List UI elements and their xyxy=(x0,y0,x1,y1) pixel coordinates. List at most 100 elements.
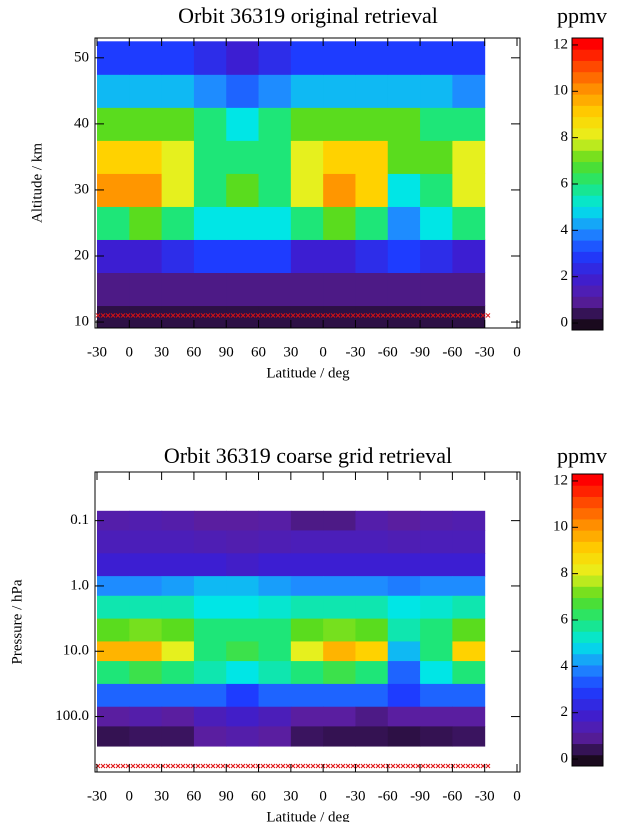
measurement-marker xyxy=(240,763,246,769)
colorbar-tick-label: 4 xyxy=(561,658,569,674)
y-axis-label: Pressure / hPa xyxy=(9,579,25,664)
heatmap-cell xyxy=(129,530,163,554)
colorbar-tick-label: 8 xyxy=(561,129,569,145)
heatmap-cell xyxy=(420,530,453,554)
heatmap-cell xyxy=(355,553,389,577)
measurement-marker xyxy=(290,313,296,318)
heatmap-cell xyxy=(161,239,195,274)
heatmap-cell xyxy=(129,641,163,662)
heatmap-cell xyxy=(258,553,292,577)
heatmap-cell xyxy=(97,706,130,727)
measurement-marker xyxy=(440,313,446,318)
heatmap-cell xyxy=(323,595,356,620)
measurement-marker xyxy=(360,313,366,318)
colorbar-band xyxy=(572,575,603,587)
heatmap-cell xyxy=(97,641,130,662)
heatmap-cell xyxy=(323,305,356,328)
y-tick-label: 50 xyxy=(74,49,89,65)
heatmap-cell xyxy=(97,618,130,642)
measurement-marker xyxy=(250,763,256,769)
heatmap-cell xyxy=(387,530,421,554)
heatmap-cell xyxy=(290,239,324,274)
colorbar-band xyxy=(572,552,603,565)
heatmap-cell xyxy=(355,618,389,642)
heatmap-cell xyxy=(452,305,486,328)
heatmap-cell xyxy=(258,74,292,108)
measurement-marker xyxy=(165,313,171,318)
colorbar-band xyxy=(572,687,603,700)
measurement-marker xyxy=(110,313,116,318)
heatmap-cell xyxy=(193,140,227,174)
colorbar-band xyxy=(572,217,603,230)
colorbar-band xyxy=(572,206,603,219)
heatmap-cell xyxy=(290,74,324,108)
heatmap-cell xyxy=(387,173,421,207)
measurement-marker xyxy=(340,313,346,318)
heatmap-cell xyxy=(258,641,292,662)
colorbar-band xyxy=(572,116,603,129)
measurement-marker xyxy=(180,313,186,318)
measurement-marker xyxy=(175,763,181,769)
heatmap-cell xyxy=(387,706,421,727)
measurement-marker xyxy=(285,313,291,318)
heatmap-cell xyxy=(420,173,453,207)
heatmap-cell xyxy=(161,305,195,328)
x-tick-label: 0 xyxy=(319,788,327,804)
heatmap-cell xyxy=(161,173,195,207)
heatmap-cell xyxy=(161,576,195,597)
measurement-marker xyxy=(470,763,476,769)
colorbar-band xyxy=(572,139,603,151)
x-tick-label: -30 xyxy=(87,788,107,804)
heatmap-cell xyxy=(387,74,421,108)
measurement-marker xyxy=(305,763,311,769)
measurement-marker xyxy=(150,313,156,318)
heatmap-cell xyxy=(420,553,453,577)
heatmap-cell xyxy=(452,618,486,642)
heatmap-cell xyxy=(355,239,389,274)
heatmap-cell xyxy=(97,553,130,577)
measurement-marker xyxy=(325,763,331,769)
measurement-marker xyxy=(135,763,141,769)
heatmap-cell xyxy=(193,107,227,141)
heatmap-cell xyxy=(290,140,324,174)
colorbar-band xyxy=(572,496,603,509)
colorbar-label: ppmv xyxy=(557,3,607,28)
heatmap-cell xyxy=(355,726,389,747)
heatmap-cell xyxy=(258,41,292,75)
measurement-marker xyxy=(485,763,491,769)
heatmap-cell xyxy=(193,272,227,307)
measurement-marker xyxy=(395,313,401,318)
heatmap-cell xyxy=(226,107,260,141)
measurement-marker xyxy=(350,763,356,769)
heatmap-cell xyxy=(387,553,421,577)
heatmap-cell xyxy=(97,576,130,597)
heatmap-cell xyxy=(452,206,486,240)
heatmap-cell xyxy=(387,239,421,274)
heatmap-cell xyxy=(226,530,260,554)
heatmap-cell xyxy=(97,272,130,307)
heatmap-cell xyxy=(193,618,227,642)
measurement-marker xyxy=(160,313,166,318)
heatmap-cell xyxy=(420,206,453,240)
measurement-marker xyxy=(455,313,461,318)
colorbar-band xyxy=(572,94,603,106)
x-tick-label: 0 xyxy=(126,344,134,360)
x-tick-label: 0 xyxy=(513,788,521,804)
measurement-marker xyxy=(230,313,236,318)
heatmap-cell xyxy=(97,595,130,620)
measurement-marker xyxy=(185,313,191,318)
heatmap-cell xyxy=(258,305,292,328)
heatmap-cell xyxy=(226,272,260,307)
measurement-marker xyxy=(295,313,301,318)
measurement-marker xyxy=(245,313,251,318)
heatmap-cell xyxy=(387,41,421,75)
measurement-marker xyxy=(195,313,201,318)
measurement-marker xyxy=(375,763,381,769)
measurement-marker xyxy=(400,763,406,769)
measurement-marker xyxy=(475,313,481,318)
y-tick-label: 30 xyxy=(74,181,89,197)
colorbar-band xyxy=(572,60,603,73)
heatmap-cell xyxy=(323,683,356,708)
colorbar-band xyxy=(572,608,603,621)
measurement-marker xyxy=(115,763,121,769)
